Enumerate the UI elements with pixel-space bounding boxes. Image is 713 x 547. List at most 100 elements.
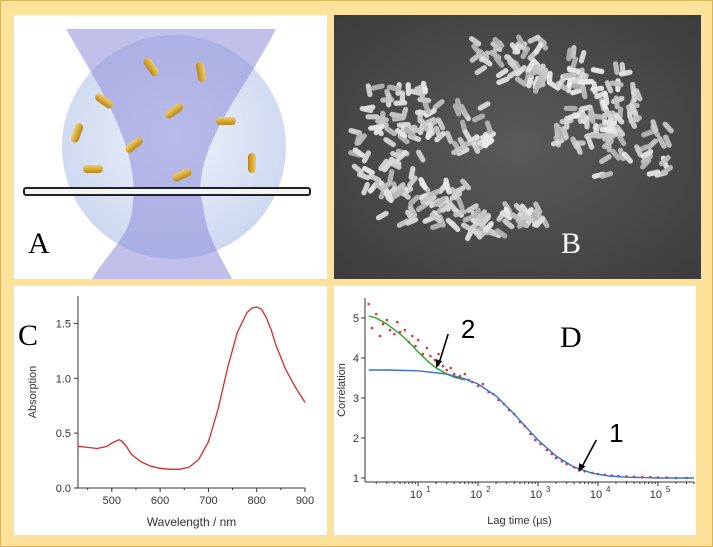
sem-nanorod [351,163,364,175]
data-point [396,320,399,324]
nanorod [165,103,183,119]
data-point [449,366,452,370]
sem-nanorod [427,188,441,198]
sem-nanorod [535,65,549,76]
sem-nanorod [599,171,614,179]
sem-nanorod [612,61,620,76]
sem-nanorod [427,122,435,136]
sem-nanorod [566,47,573,62]
x-tick-exponent: 1 [426,485,431,494]
x-tick-label: 10 [590,489,602,501]
sem-nanorod [613,95,620,110]
data-point [421,352,425,356]
sem-nanorod [533,216,546,228]
sem-nanorod [466,203,479,213]
sem-nanorod [417,96,432,104]
fit-line [368,369,694,479]
data-point [393,332,396,336]
sem-nanorod [546,70,553,85]
sem-micrograph [334,15,701,279]
data-point [367,302,370,306]
x-tick-label: 10 [650,489,662,501]
sem-nanorod [527,34,541,44]
sem-nanorod [392,188,406,199]
annotation-label: 2 [461,314,475,344]
y-tick-label: 0.0 [56,483,71,495]
cover-slip [23,187,311,196]
sem-nanorod [650,119,659,133]
data-point [381,322,385,326]
y-tick-label: 1.0 [56,373,71,385]
sem-nanorod [613,112,625,125]
nanorod [216,117,236,125]
data-point [425,346,429,350]
x-axis-label: Wavelength / nm [147,515,237,529]
sem-nanorod [348,150,362,158]
sem-nanorod [570,56,579,71]
sem-nanorod [532,67,546,78]
panel-c-absorption-chart: 500 600 700 800 900 0.0 0.5 1.0 1.5 Wavelength / … [14,286,327,535]
sem-nanorod [352,147,365,158]
x-tick-label: 10 [410,489,422,501]
nanorod [172,168,192,182]
y-tick-label: 3 [353,393,359,405]
data-point [429,354,432,358]
sem-nanorod [617,147,626,162]
sem-nanorod [449,191,463,201]
nanorod [70,123,84,143]
sem-nanorod [628,115,637,129]
x-tick-label: 600 [151,495,169,507]
sem-nanorod [580,78,595,85]
sem-nanorod [663,134,672,148]
sem-nanorod [584,115,590,130]
sem-nanorod [443,177,451,192]
nanorod-aggregates [348,34,674,242]
sem-nanorod [484,120,493,134]
sem-nanorod [564,115,570,130]
sem-nanorod [509,42,521,55]
sem-nanorod [657,135,667,149]
sem-nanorod [407,204,418,218]
sem-nanorod [420,80,428,95]
spectrum-line [77,306,306,470]
sem-nanorod [367,173,382,183]
panel-a-illustration: A [14,15,327,279]
annotation-arrow [579,439,598,471]
sem-nanorod [434,196,447,207]
sem-nanorod [422,101,432,115]
sem-nanorod [430,221,444,231]
correlation-chart: 10 1 10 2 10 3 10 4 10 5 1 2 3 4 5 Lag time (µs) Correla… [336,298,695,527]
nanorod [195,62,207,82]
sem-nanorod [482,220,494,233]
sem-nanorod [477,101,491,111]
nanorod [143,58,159,76]
sem-nanorod [606,138,612,153]
data-point [476,384,480,388]
data-point [403,328,407,332]
sem-nanorod [361,182,370,196]
sem-nanorod [580,85,588,100]
sem-nanorod [494,228,508,239]
sem-nanorod [476,226,490,236]
sem-nanorod [510,212,523,223]
data-point [416,338,420,342]
sem-nanorod [591,80,598,95]
sem-nanorod [493,55,505,68]
x-tick-label: 10 [530,489,542,501]
sem-nanorod [383,137,396,148]
sem-nanorod [526,74,534,89]
sem-nanorod [622,151,633,164]
sem-nanorod [532,80,542,94]
sem-nanorod [585,136,595,150]
panel-label-c: C [18,319,39,352]
y-tick-label: 5 [353,313,359,325]
sem-nanorod [520,46,531,60]
sem-nanorod [471,43,483,56]
sem-nanorod [563,105,578,112]
x-tick-exponent: 3 [546,485,551,494]
sem-nanorod [432,99,445,110]
sem-nanorod [660,164,674,176]
sem-nanorod [566,67,581,74]
sem-nanorod [395,128,408,139]
sem-nanorod [629,102,638,116]
